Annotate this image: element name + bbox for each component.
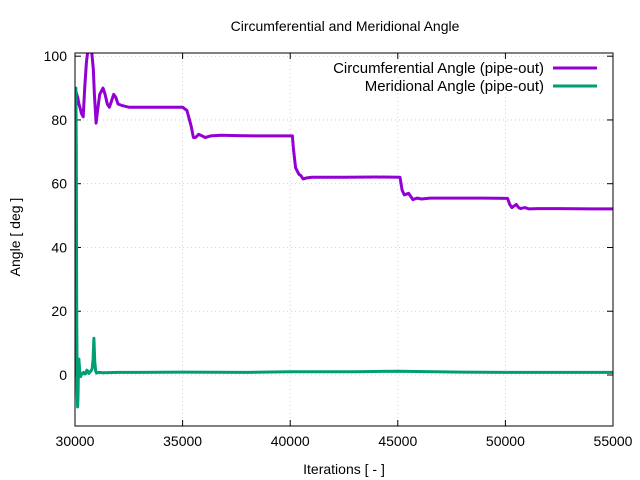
y-tick-label: 20 <box>51 303 67 319</box>
series-line-1 <box>75 53 613 211</box>
y-axis-ticks: 0 20 40 60 80 100 <box>44 48 613 383</box>
legend-label-2: Meridional Angle (pipe-out) <box>365 78 544 95</box>
x-axis-label: Iterations [ - ] <box>303 461 385 477</box>
x-axis-ticks: 30000 35000 40000 45000 50000 55000 <box>56 53 633 449</box>
x-tick-label: 30000 <box>56 433 95 449</box>
x-tick-label: 35000 <box>163 433 202 449</box>
grid <box>74 53 614 426</box>
y-tick-label: 100 <box>44 48 68 64</box>
legend-label-1: Circumferential Angle (pipe-out) <box>333 60 544 77</box>
y-tick-label: 0 <box>59 367 67 383</box>
plot-border <box>74 52 614 427</box>
x-tick-label: 45000 <box>378 433 417 449</box>
chart-title: Circumferential and Meridional Angle <box>231 18 460 34</box>
y-tick-label: 60 <box>51 176 67 192</box>
legend: Circumferential Angle (pipe-out)Meridion… <box>333 60 597 95</box>
x-tick-label: 55000 <box>594 433 633 449</box>
x-tick-label: 50000 <box>486 433 525 449</box>
series-layer <box>75 53 613 409</box>
y-tick-label: 40 <box>51 239 67 255</box>
series-line-2 <box>75 86 613 409</box>
y-axis-label: Angle [ deg ] <box>7 198 23 277</box>
y-tick-label: 80 <box>51 112 67 128</box>
x-tick-label: 40000 <box>271 433 310 449</box>
